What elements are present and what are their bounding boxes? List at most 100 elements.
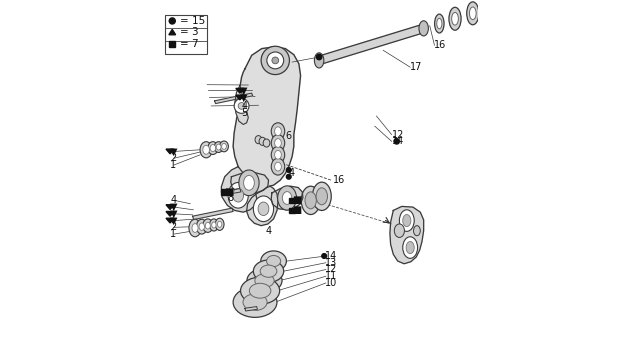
Text: 1: 1 <box>170 160 176 170</box>
Ellipse shape <box>271 147 285 163</box>
Text: 5: 5 <box>242 108 248 118</box>
Bar <box>221 189 227 194</box>
Circle shape <box>322 254 326 258</box>
Polygon shape <box>247 186 278 226</box>
Ellipse shape <box>200 142 212 158</box>
Circle shape <box>267 52 284 69</box>
Ellipse shape <box>271 158 285 175</box>
Ellipse shape <box>452 13 459 25</box>
Polygon shape <box>318 24 425 65</box>
Polygon shape <box>236 95 244 100</box>
Ellipse shape <box>271 123 285 140</box>
Text: = 3: = 3 <box>180 28 198 37</box>
Text: ▼: ▼ <box>170 147 177 156</box>
Polygon shape <box>193 208 233 220</box>
Polygon shape <box>221 189 241 195</box>
Ellipse shape <box>259 137 266 146</box>
Text: 16: 16 <box>332 175 345 185</box>
Ellipse shape <box>203 219 213 232</box>
Ellipse shape <box>243 294 267 310</box>
Ellipse shape <box>399 210 414 232</box>
Polygon shape <box>169 29 176 35</box>
Text: 14: 14 <box>392 136 404 146</box>
Ellipse shape <box>215 218 224 231</box>
Ellipse shape <box>222 143 226 149</box>
Ellipse shape <box>305 192 316 209</box>
Circle shape <box>234 99 249 113</box>
Text: 2: 2 <box>170 222 176 232</box>
Polygon shape <box>245 307 258 311</box>
Ellipse shape <box>406 241 414 254</box>
Circle shape <box>169 18 176 24</box>
Ellipse shape <box>274 162 281 171</box>
Circle shape <box>394 139 399 144</box>
Polygon shape <box>271 186 303 210</box>
Ellipse shape <box>258 202 269 216</box>
Bar <box>169 41 176 47</box>
Polygon shape <box>214 93 253 104</box>
Text: ▼: ▼ <box>170 202 177 212</box>
Ellipse shape <box>260 265 277 277</box>
Circle shape <box>272 57 279 64</box>
Ellipse shape <box>233 287 277 317</box>
Text: ■: ■ <box>224 187 233 197</box>
Polygon shape <box>233 47 300 187</box>
Text: 13: 13 <box>325 258 337 268</box>
Text: 14: 14 <box>325 251 337 261</box>
Text: 4: 4 <box>170 195 176 205</box>
Text: 12: 12 <box>325 265 337 274</box>
Ellipse shape <box>214 142 223 152</box>
Text: 11: 11 <box>325 271 337 281</box>
Circle shape <box>286 174 291 179</box>
Ellipse shape <box>197 219 207 234</box>
Ellipse shape <box>199 223 205 231</box>
Circle shape <box>238 103 245 109</box>
Ellipse shape <box>243 175 255 190</box>
Ellipse shape <box>240 277 280 304</box>
Ellipse shape <box>218 221 222 227</box>
Ellipse shape <box>271 135 285 151</box>
Text: ▼: ▼ <box>240 92 247 102</box>
Text: 4: 4 <box>289 168 295 179</box>
Ellipse shape <box>192 224 198 232</box>
Ellipse shape <box>208 142 218 154</box>
Text: ■: ■ <box>292 205 302 216</box>
Ellipse shape <box>263 139 270 147</box>
Ellipse shape <box>266 255 281 267</box>
Ellipse shape <box>394 224 404 237</box>
Ellipse shape <box>277 186 297 210</box>
Text: ▼: ▼ <box>170 209 177 219</box>
Text: 2: 2 <box>170 153 176 163</box>
Ellipse shape <box>210 144 216 152</box>
Text: 4: 4 <box>242 101 248 111</box>
Ellipse shape <box>210 219 218 231</box>
Bar <box>289 198 295 203</box>
Ellipse shape <box>470 7 476 20</box>
Ellipse shape <box>203 145 210 154</box>
Text: ■: ■ <box>292 195 302 205</box>
Ellipse shape <box>212 222 216 228</box>
Ellipse shape <box>315 53 324 68</box>
Ellipse shape <box>413 226 420 236</box>
Ellipse shape <box>233 189 243 202</box>
Ellipse shape <box>249 283 271 298</box>
Polygon shape <box>231 173 269 193</box>
Text: = 15: = 15 <box>180 16 205 26</box>
Ellipse shape <box>437 18 442 29</box>
Ellipse shape <box>485 0 493 17</box>
Polygon shape <box>235 86 248 124</box>
Text: ▼: ▼ <box>240 86 247 96</box>
Text: 12: 12 <box>392 130 404 140</box>
Text: 1: 1 <box>170 229 176 239</box>
Ellipse shape <box>255 136 262 144</box>
Ellipse shape <box>219 141 229 152</box>
Text: 17: 17 <box>410 62 423 72</box>
Ellipse shape <box>481 0 496 22</box>
Ellipse shape <box>467 2 479 25</box>
Ellipse shape <box>282 191 292 204</box>
Polygon shape <box>166 211 174 216</box>
Ellipse shape <box>239 170 259 196</box>
Ellipse shape <box>449 7 461 30</box>
Polygon shape <box>166 205 174 209</box>
Text: 6: 6 <box>286 131 292 141</box>
